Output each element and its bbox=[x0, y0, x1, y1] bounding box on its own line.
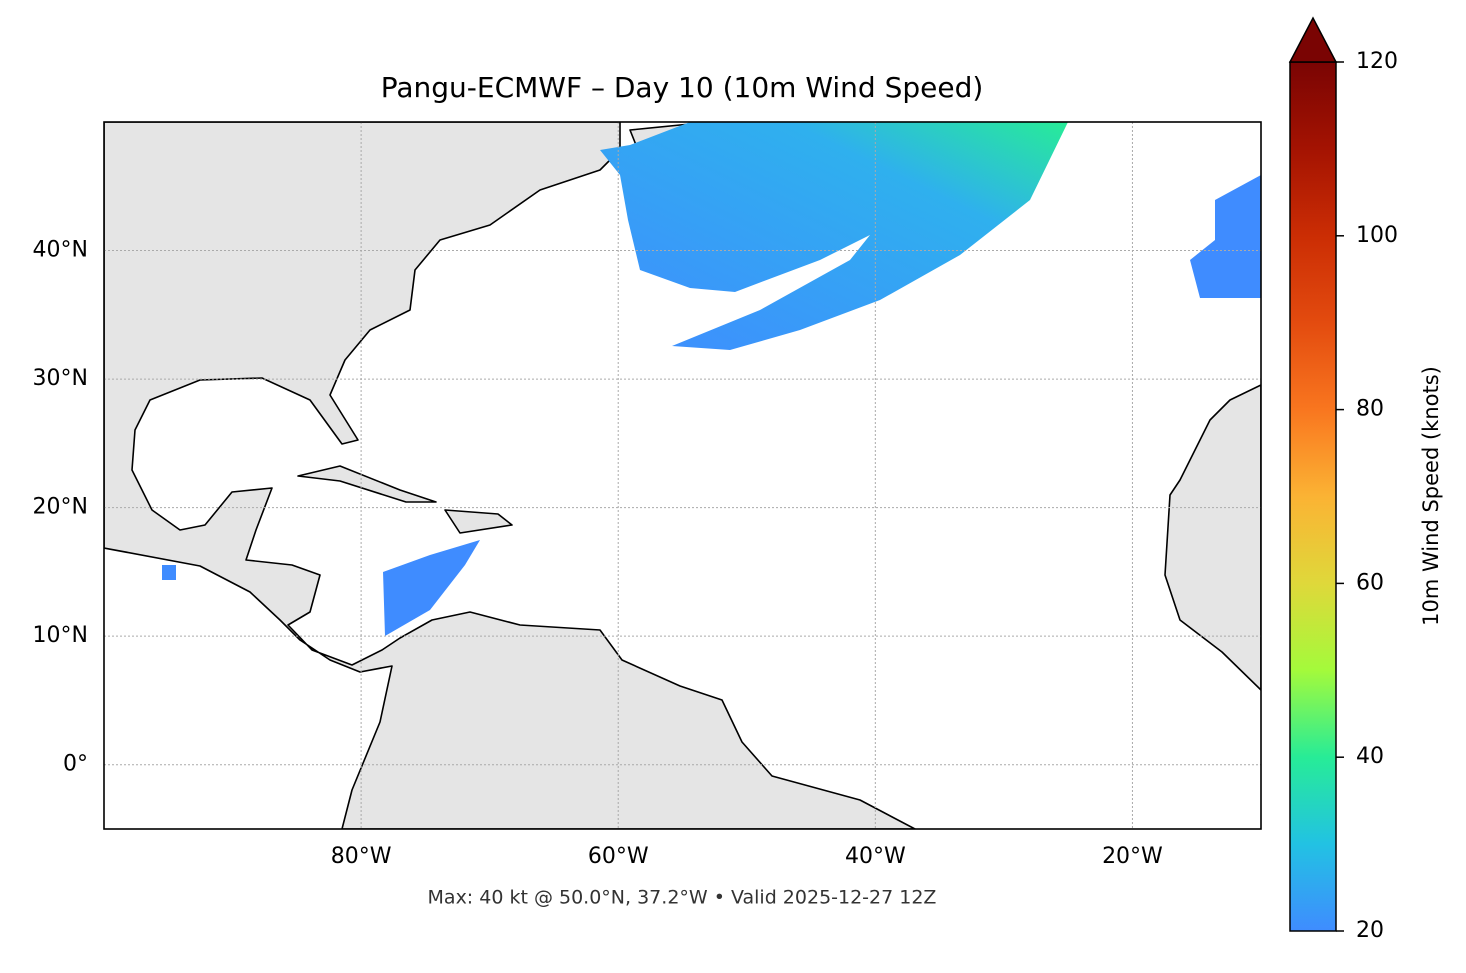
colorbar-tick-label: 80 bbox=[1356, 397, 1384, 422]
colorbar-tick-label: 120 bbox=[1356, 49, 1398, 74]
plot-frame bbox=[103, 121, 1262, 830]
y-tick-label: 40°N bbox=[33, 238, 88, 263]
colorbar-scale bbox=[1289, 61, 1337, 932]
y-tick-label: 0° bbox=[63, 752, 88, 777]
map-area bbox=[104, 122, 1261, 829]
colorbar-tick-label: 40 bbox=[1356, 744, 1384, 769]
wind-area bbox=[162, 565, 176, 580]
americas-land bbox=[104, 122, 916, 829]
hispaniola bbox=[444, 509, 513, 534]
colorbar-tick-label: 100 bbox=[1356, 223, 1398, 248]
x-tick-label: 40°W bbox=[845, 844, 906, 869]
y-tick-label: 30°N bbox=[33, 366, 88, 391]
wind-area bbox=[383, 540, 480, 636]
colorbar-label: 10m Wind Speed (knots) bbox=[1419, 366, 1443, 626]
x-tick-label: 60°W bbox=[588, 844, 649, 869]
y-tick-label: 10°N bbox=[33, 623, 88, 648]
grid bbox=[104, 122, 1261, 829]
x-tick-label: 20°W bbox=[1102, 844, 1163, 869]
colorbar-tick-label: 20 bbox=[1356, 918, 1384, 943]
wind-area bbox=[600, 122, 1068, 350]
africa-land bbox=[1164, 384, 1261, 691]
colorbar-extend bbox=[1288, 16, 1338, 63]
y-tick-label: 20°N bbox=[33, 495, 88, 520]
wind-area bbox=[1190, 175, 1261, 298]
cuba bbox=[297, 465, 437, 503]
footnote: Max: 40 kt @ 50.0°N, 37.2°W • Valid 2025… bbox=[428, 887, 937, 909]
colorbar-tick-label: 60 bbox=[1356, 570, 1384, 595]
colorbar: 20 40 60 80 100 120 bbox=[1288, 16, 1398, 943]
x-tick-label: 80°W bbox=[331, 844, 392, 869]
chart-title: Pangu-ECMWF – Day 10 (10m Wind Speed) bbox=[381, 71, 984, 104]
